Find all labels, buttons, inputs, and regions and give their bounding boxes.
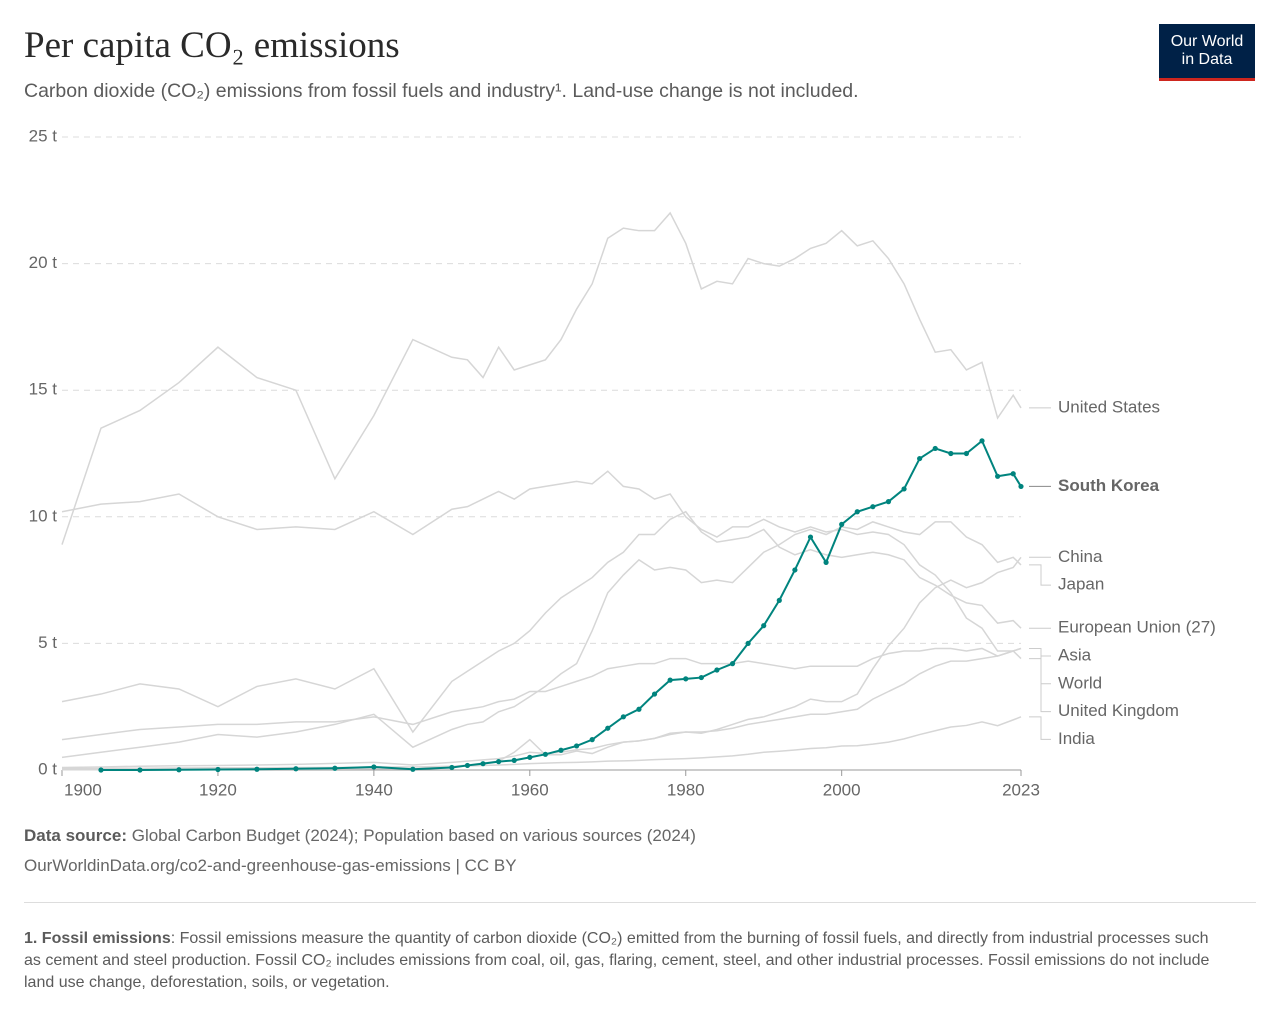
label-connector [1029,564,1051,586]
series-marker [332,765,338,771]
series-marker [823,559,829,565]
series-marker [979,438,985,444]
series-marker [496,759,502,765]
series-line [61,470,1022,660]
series-marker [573,743,580,749]
x-tick-label: 1980 [667,780,705,799]
legend-label: Japan [1058,575,1104,594]
legend-label: European Union (27) [1058,618,1216,637]
legend-label: United Kingdom [1058,701,1179,720]
series-marker [792,567,798,573]
series-marker [807,534,814,540]
series-marker [917,455,923,462]
series-line [61,647,1022,741]
series-marker [620,714,626,720]
legend-label: South Korea [1058,476,1160,495]
x-tick-label: 2023 [1002,780,1040,799]
series-marker [511,757,517,763]
source-url[interactable]: OurWorldinData.org/co2-and-greenhouse-ga… [24,856,517,875]
series-marker [901,486,907,492]
series-marker [176,767,182,773]
series-line [100,439,1022,771]
chart-subtitle: Carbon dioxide (CO₂) emissions from foss… [24,80,859,102]
series-marker [651,691,658,697]
source-label: Data source: [24,826,127,845]
x-tick-label: 1920 [199,780,237,799]
series-marker [885,499,892,505]
footnote-label: 1. Fossil emissions [24,930,171,947]
legend-label: India [1058,729,1095,748]
series-marker [932,445,938,452]
logo-text: Our World in Data [1170,33,1244,68]
series-marker [254,766,260,772]
series-marker [137,767,143,773]
series-marker [1018,483,1024,490]
label-connector [1029,647,1051,657]
series-marker [683,676,689,682]
series-marker [464,762,471,769]
series-line [62,556,1022,771]
series-marker [589,737,595,743]
separator [24,902,1256,903]
label-connector [1029,658,1051,713]
series-marker [605,725,611,731]
series-marker [776,597,782,603]
source-text: Global Carbon Budget (2024); Population … [131,826,696,845]
series-marker [558,747,564,753]
series-marker [870,504,876,510]
chart-title: Per capita CO₂ emissions [24,25,400,66]
series-marker [963,450,970,457]
series-marker [1010,471,1016,477]
series-marker [745,640,751,647]
series-marker [410,766,416,772]
series-marker [542,751,548,757]
y-tick-label: 15 t [29,380,58,399]
y-tick-label: 25 t [29,126,58,145]
series-marker [527,754,533,760]
series-marker [714,667,720,673]
data-source: Data source: Global Carbon Budget (2024)… [24,826,696,846]
series-marker [948,450,954,457]
series-marker [293,766,299,772]
series-marker [729,661,736,667]
x-tick-label: 1940 [355,780,393,799]
series-marker [839,521,845,527]
legend-label: Asia [1058,645,1092,664]
series-line [61,647,1022,769]
legend-label: World [1058,673,1102,692]
series-line [61,211,1022,545]
label-connector [1029,716,1051,740]
series-marker [698,674,704,681]
series-marker [854,509,860,515]
x-tick-label: 2000 [823,780,861,799]
label-connector [1029,647,1051,685]
y-tick-label: 5 t [38,633,57,652]
series-marker [995,473,1001,479]
series-line [61,510,1022,734]
logo[interactable]: Our World in Data [1159,24,1255,81]
series-marker [667,677,673,683]
legend-label: United States [1058,397,1160,416]
legend-label: China [1058,547,1103,566]
series-line [61,521,1022,759]
series-marker [449,764,455,771]
series-marker [215,766,221,773]
y-tick-label: 0 t [38,759,57,778]
footnote-text: : Fossil emissions measure the quantity … [24,930,1210,991]
series-marker [636,706,642,712]
series-marker [480,761,486,767]
series-marker [761,623,767,629]
footnote: 1. Fossil emissions: Fossil emissions me… [24,928,1224,994]
y-tick-label: 20 t [29,253,58,272]
x-tick-label: 1900 [64,780,102,799]
series-marker [98,767,104,773]
x-tick-label: 1960 [511,780,549,799]
series-marker [371,764,377,770]
y-tick-label: 10 t [29,506,58,525]
